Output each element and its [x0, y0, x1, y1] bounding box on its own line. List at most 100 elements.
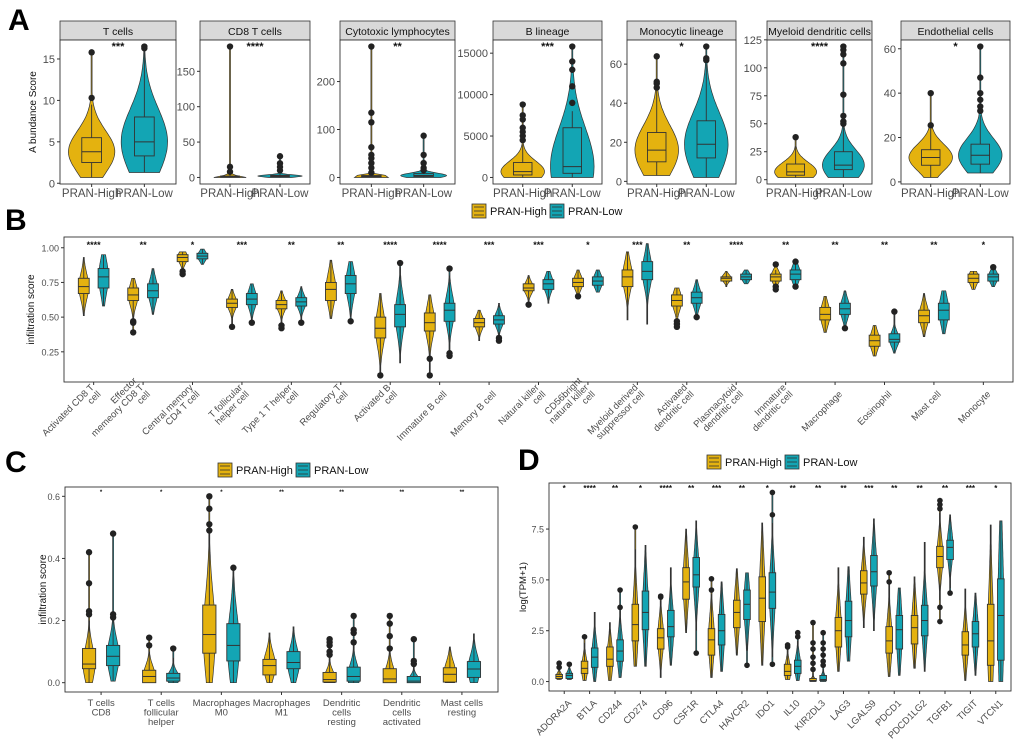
x-tick-label: PRAN-High [342, 188, 401, 200]
group-pran-low [895, 587, 904, 676]
box [987, 273, 1000, 282]
y-tick-label: 0.2 [47, 616, 60, 626]
y-tick-label: 20 [610, 137, 622, 149]
y-tick-label: 0.75 [41, 278, 59, 288]
outlier-point [519, 101, 526, 108]
group-pran-low [257, 153, 303, 178]
y-tick-label: 5 [49, 137, 55, 149]
outlier-point [937, 505, 943, 512]
outlier-point [248, 319, 256, 326]
panel-letter-d: D [518, 444, 540, 477]
x-tick-label-line: VTCN1 [976, 698, 1006, 728]
legend-key-high-icon [217, 462, 233, 478]
x-tick-label: TGFB1 [925, 698, 954, 727]
y-tick-label: 0.6 [47, 492, 60, 502]
outlier-point [368, 159, 375, 167]
y-tick-label: 200 [317, 77, 335, 89]
significance-label: **** [87, 240, 102, 250]
outlier-point [350, 626, 357, 634]
x-tick-label: ADORA2A [534, 698, 574, 738]
group-pran-high [769, 261, 782, 293]
outlier-point [977, 103, 984, 110]
group-pran-high [634, 53, 679, 176]
group-pran-high [819, 295, 832, 333]
outlier-point [420, 159, 427, 167]
outlier-point [794, 633, 801, 640]
outlier-point [617, 587, 623, 593]
x-tick-label-line: Eosinophil [856, 389, 895, 428]
box [860, 570, 868, 595]
outlier-point [810, 660, 816, 667]
outlier-point [708, 587, 715, 593]
group-pran-low [166, 645, 181, 684]
box [542, 279, 555, 290]
significance-label: ** [460, 490, 465, 496]
legend-key-low-icon [549, 203, 565, 219]
x-tick-label-line: resting [448, 708, 477, 719]
box [344, 275, 357, 294]
outlier-point [772, 283, 779, 290]
outlier-point [810, 646, 816, 652]
outlier-point [226, 43, 234, 50]
x-tick-label-line: helper [148, 717, 174, 728]
outlier-point [206, 505, 213, 512]
x-tick-label: Immaturedendritic cell [744, 382, 796, 434]
x-tick-label-line: follicular [144, 708, 179, 719]
x-tick-label: CD244 [596, 698, 625, 727]
outlier-point [569, 83, 576, 90]
box [443, 302, 456, 322]
significance-label: ** [339, 490, 344, 496]
y-tick-label: 100 [177, 102, 195, 114]
facet-strip: B lineage [492, 20, 603, 41]
significance-label: * [220, 490, 223, 496]
group-pran-high [910, 576, 919, 669]
outlier-point [673, 318, 681, 325]
outlier-point [386, 612, 393, 620]
box [631, 603, 640, 642]
outlier-point [632, 524, 639, 530]
group-pran-low [443, 265, 456, 360]
box [325, 281, 337, 301]
facet-title: T cells [103, 26, 133, 38]
significance-label: * [679, 41, 684, 53]
legend-key-high-icon [471, 203, 487, 219]
box [870, 555, 878, 587]
facet-title: Cytotoxic lymphocytes [345, 26, 449, 38]
facet-strip: Myeloid dendritic cells [766, 20, 873, 41]
group-pran-high [936, 497, 944, 625]
outlier-point [569, 99, 576, 107]
group-pran-high [555, 660, 563, 680]
box [656, 628, 665, 650]
group-pran-high [500, 101, 545, 178]
outlier-point [426, 372, 433, 379]
x-tick-label: PRAN-High [493, 188, 552, 200]
box [888, 333, 901, 343]
outlier-point [566, 661, 573, 668]
box [717, 613, 726, 646]
box [226, 623, 241, 662]
box [696, 120, 716, 159]
outlier-point [653, 53, 660, 60]
group-pran-low [997, 520, 1005, 682]
outlier-point [276, 160, 284, 167]
outlier-point [977, 107, 984, 115]
outlier-point [420, 132, 427, 139]
outlier-point [977, 96, 984, 103]
significance-label: *** [541, 41, 555, 53]
legend-label-low: PRAN-Low [314, 465, 368, 477]
x-tick-label: Central memoryCD4 T cell [140, 382, 202, 444]
outlier-point [569, 66, 576, 73]
outlier-point [810, 619, 816, 626]
group-pran-high [382, 612, 397, 684]
y-tick-label: 50 [183, 137, 195, 149]
panel-letter-b: B [5, 204, 27, 237]
box [322, 671, 337, 683]
group-pran-low [550, 43, 595, 178]
group-pran-high [621, 251, 634, 321]
facet-strip: T cells [59, 20, 177, 41]
y-tick-label: 50 [750, 119, 762, 131]
box [768, 572, 777, 609]
box [286, 651, 301, 670]
facet: Endothelial cells 0 20 40 60 * PRAN-HighPRAN-L… [884, 20, 1011, 200]
